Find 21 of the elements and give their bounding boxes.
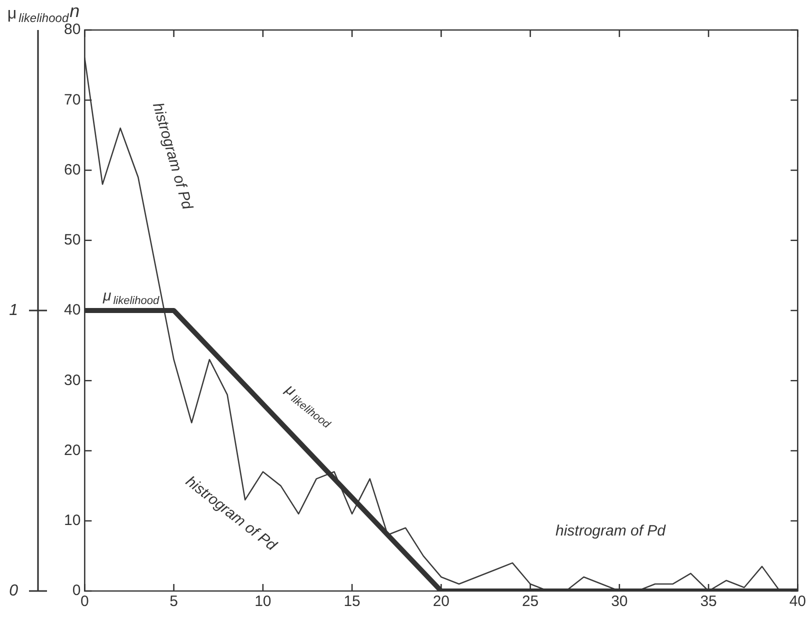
y-tick-label: 60 [64,161,81,178]
y-tick-label: 70 [64,91,81,108]
y-axis-title: n [70,1,80,21]
x-tick-label: 20 [432,593,450,610]
x-tick-label: 25 [522,593,539,610]
x-tick-label: 10 [254,593,272,610]
x-tick-label: 30 [611,593,628,610]
x-tick-label: 40 [789,593,806,610]
y2-tick-label: 0 [9,582,18,600]
x-tick-label: 5 [170,593,178,610]
y2-tick-label: 1 [9,302,18,319]
y-tick-label: 50 [64,232,81,249]
x-tick-label: 15 [344,593,360,610]
y-tick-label: 20 [64,442,81,459]
y-tick-label: 30 [64,372,81,389]
text: histrogram of Pd [555,522,666,540]
y-tick-label: 0 [72,582,81,600]
y-tick-label: 80 [64,21,81,38]
y-tick-label: 10 [64,512,81,530]
y-tick-label: 40 [64,302,81,319]
x-tick-label: 35 [700,593,717,610]
